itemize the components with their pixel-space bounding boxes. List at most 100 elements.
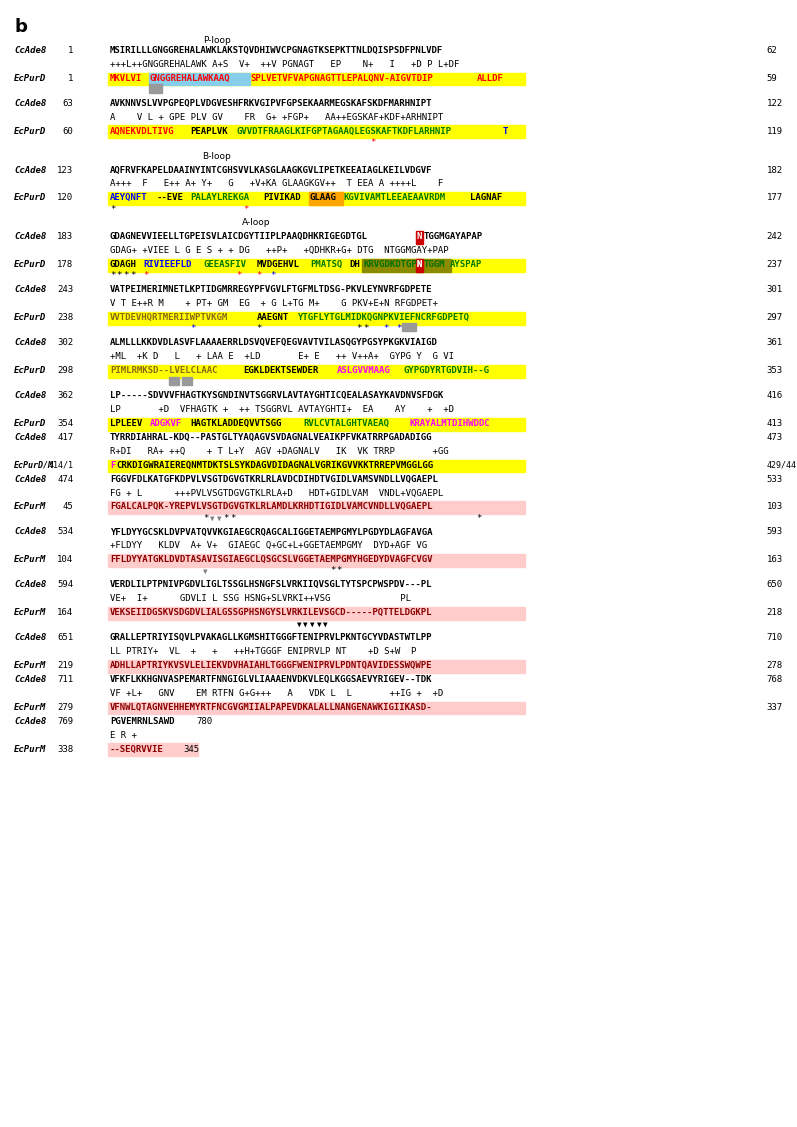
Text: AYSPAP: AYSPAP	[450, 260, 482, 269]
Text: PALAYLREKGA: PALAYLREKGA	[190, 194, 249, 203]
Text: 711: 711	[57, 675, 73, 684]
Text: 237: 237	[767, 260, 783, 269]
Text: 238: 238	[57, 313, 73, 322]
Text: EcPurD: EcPurD	[14, 313, 46, 322]
Text: V T E++R M    + PT+ GM  EG  + G L+TG M+    G PKV+E+N RFGDPET+: V T E++R M + PT+ GM EG + G L+TG M+ G PKV…	[110, 299, 438, 308]
Text: 780: 780	[197, 717, 213, 726]
Text: GRALLEPTRIYISQVLPVAKAGLLKGMSHITGGGFTENIPRVLPKNTGCYVDASTWTLPP: GRALLEPTRIYISQVLPVAKAGLLKGMSHITGGGFTENIP…	[110, 633, 433, 642]
Text: ADHLLAPTRIYKVSVLELIEKVDVHAIAHLTGGGFWENIPRVLPDNTQAVIDESSWQWPE: ADHLLAPTRIYKVSVLELIEKVDVHAIAHLTGGGFWENIP…	[110, 662, 433, 671]
Text: GVVDTFRAAGLKIFGPTAGAAQLEGSKAFTKDFLARHNIP: GVVDTFRAAGLKIFGPTAGAAQLEGSKAFTKDFLARHNIP	[237, 126, 452, 135]
Text: 60: 60	[63, 126, 73, 135]
Text: EcPurD: EcPurD	[14, 194, 46, 203]
Text: *: *	[230, 514, 235, 523]
Text: *: *	[143, 272, 149, 281]
Text: PIMLRMKSD--LVELCLAAC: PIMLRMKSD--LVELCLAAC	[110, 366, 218, 375]
Text: *: *	[370, 137, 375, 147]
Text: 338: 338	[57, 745, 73, 754]
Text: GDAG+ +VIEE L G E S + + DG   ++P+   +QDHKR+G+ DTG  NTGGMGAY+PAP: GDAG+ +VIEE L G E S + + DG ++P+ +QDHKR+G…	[110, 247, 449, 256]
Text: *: *	[356, 325, 362, 334]
Text: CcAde8: CcAde8	[14, 474, 46, 483]
Text: 473: 473	[767, 433, 783, 442]
Text: 417: 417	[57, 433, 73, 442]
Text: *: *	[257, 325, 262, 334]
Text: 218: 218	[767, 609, 783, 618]
Text: CcAde8: CcAde8	[14, 633, 46, 642]
Text: T: T	[503, 126, 508, 135]
Text: *: *	[330, 567, 336, 576]
Text: *: *	[130, 272, 135, 281]
Text: 59: 59	[767, 73, 777, 82]
Text: LP       +D  VFHAGTK +  ++ TSGGRVL AVTAYGHTI+  EA    AY    +  +D: LP +D VFHAGTK + ++ TSGGRVL AVTAYGHTI+ EA…	[110, 405, 454, 414]
Text: SPLVETVFVAPGNAGTTLEPALQNV-AIGVTDIP: SPLVETVFVAPGNAGTTLEPALQNV-AIGVTDIP	[250, 73, 433, 82]
Text: AQFRVFKAPELDAAINYINTCGHSVVLKASGLAAGKGVLIPETKEEAIAGLKEILVDGVF: AQFRVFKAPELDAAINYINTCGHSVVLKASGLAAGKGVLI…	[110, 166, 433, 175]
Text: EGKLDEKTSEWDER: EGKLDEKTSEWDER	[243, 366, 319, 375]
Text: EcPurD: EcPurD	[14, 126, 46, 135]
Text: EcPurM: EcPurM	[14, 745, 46, 754]
Text: N: N	[417, 260, 422, 269]
Text: CcAde8: CcAde8	[14, 285, 46, 294]
Text: AEYQNFT: AEYQNFT	[110, 194, 147, 203]
Text: EcPurM: EcPurM	[14, 703, 46, 712]
Text: TGGMGAYAPAP: TGGMGAYAPAP	[423, 232, 482, 241]
Text: ADGKVF: ADGKVF	[150, 419, 183, 428]
Text: EcPurD: EcPurD	[14, 366, 46, 375]
Text: VFNWLQTAGNVEHHEMYRTFNCGVGMIIALPAPEVDKALALLNANGENAWKIGIIKASD-: VFNWLQTAGNVEHHEMYRTFNCGVGMIIALPAPEVDKALA…	[110, 703, 433, 712]
Text: 416: 416	[767, 391, 783, 400]
Text: P-loop: P-loop	[202, 36, 230, 45]
Text: CcAde8: CcAde8	[14, 717, 46, 726]
Text: *: *	[203, 514, 209, 523]
Text: 769: 769	[57, 717, 73, 726]
Text: N: N	[417, 260, 422, 269]
Text: EcPurM: EcPurM	[14, 609, 46, 618]
Text: +FLDYY   KLDV  A+ V+  GIAEGC Q+GC+L+GGETAEMPGMY  DYD+AGF VG: +FLDYY KLDV A+ V+ GIAEGC Q+GC+L+GGETAEMP…	[110, 541, 427, 550]
Text: KRAYALMTDIHWDDC: KRAYALMTDIHWDDC	[410, 419, 490, 428]
Text: *: *	[383, 325, 389, 334]
Text: FG + L      +++PVLVSGTDGVGTKLRLA+D   HDT+GIDLVAM  VNDL+VQGAEPL: FG + L +++PVLVSGTDGVGTKLRLA+D HDT+GIDLVA…	[110, 488, 443, 497]
Text: AVKNNVSLVVPGPEQPLVDGVESHFRKVGIPVFGPSEKAARMEGSKAFSKDFMARHNIPT: AVKNNVSLVVPGPEQPLVDGVESHFRKVGIPVFGPSEKAA…	[110, 99, 433, 108]
Text: 177: 177	[767, 194, 783, 203]
Text: 242: 242	[767, 232, 783, 241]
Text: GLAAG: GLAAG	[310, 194, 337, 203]
Text: MVDGEHVL: MVDGEHVL	[257, 260, 300, 269]
Text: +ML  +K D   L   + LAA E  +LD       E+ E   ++ V++A+  GYPG Y  G VI: +ML +K D L + LAA E +LD E+ E ++ V++A+ GYP…	[110, 352, 454, 361]
Text: VVTDEVHQRTMERIIWPTVKGM: VVTDEVHQRTMERIIWPTVKGM	[110, 313, 228, 322]
Text: FGGVFDLKATGFKDPVLVSGTDGVGTKRLRLAVDCDIHDTVGIDLVAMSVNDLLVQGAEPL: FGGVFDLKATGFKDPVLVSGTDGVGTKRLRLAVDCDIHDT…	[110, 474, 438, 483]
Text: 120: 120	[57, 194, 73, 203]
Text: GEEASFIV: GEEASFIV	[203, 260, 246, 269]
Text: *: *	[477, 514, 482, 523]
Text: VERDLILPTPNIVPGDVLIGLTSSGLHSNGFSLVRKIIQVSGLTYTSPCPWSPDV---PL: VERDLILPTPNIVPGDVLIGLTSSGLHSNGFSLVRKIIQV…	[110, 580, 433, 589]
Text: ALLDF: ALLDF	[477, 73, 504, 82]
Text: HAGTKLADDEQVVTSGG: HAGTKLADDEQVVTSGG	[190, 419, 281, 428]
Text: 361: 361	[767, 338, 783, 347]
Text: A+++  F   E++ A+ Y+   G   +V+KA GLAAGKGV++  T EEA A ++++L    F: A+++ F E++ A+ Y+ G +V+KA GLAAGKGV++ T EE…	[110, 179, 443, 188]
Text: 278: 278	[767, 662, 783, 671]
Text: PMATSQ: PMATSQ	[310, 260, 342, 269]
Text: EcPurD: EcPurD	[14, 260, 46, 269]
Text: --SEQRVVIE: --SEQRVVIE	[110, 745, 163, 754]
Text: ASLGVVMAAG: ASLGVVMAAG	[336, 366, 391, 375]
Text: 353: 353	[767, 366, 783, 375]
Text: 298: 298	[57, 366, 73, 375]
Text: 354: 354	[57, 419, 73, 428]
Text: 1: 1	[68, 46, 73, 55]
Text: 301: 301	[767, 285, 783, 294]
Text: 362: 362	[57, 391, 73, 400]
Text: VFKFLKKHGNVASPEMARTFNNGIGLVLIAAAENVDKVLEQLKGGSAEVYRIGEV--TDK: VFKFLKKHGNVASPEMARTFNNGIGLVLIAAAENVDKVLE…	[110, 675, 433, 684]
Text: 345: 345	[183, 745, 199, 754]
Text: *: *	[237, 272, 242, 281]
Text: 768: 768	[767, 675, 783, 684]
Text: CcAde8: CcAde8	[14, 99, 46, 108]
Text: 164: 164	[57, 609, 73, 618]
Text: CcAde8: CcAde8	[14, 580, 46, 589]
Text: 414/1: 414/1	[49, 461, 73, 470]
Text: VATPEIMERIMNETLKPTIDGMRREGYPFVGVLFTGFMLTDSG-PKVLEYNVRFGDPETE: VATPEIMERIMNETLKPTIDGMRREGYPFVGVLFTGFMLT…	[110, 285, 433, 294]
Text: *: *	[223, 514, 229, 523]
Text: R+DI   RA+ ++Q    + T L+Y  AGV +DAGNALV   IK  VK TRRP       +GG: R+DI RA+ ++Q + T L+Y AGV +DAGNALV IK VK …	[110, 446, 449, 455]
Text: TGGM: TGGM	[423, 260, 445, 269]
Text: CcAde8: CcAde8	[14, 46, 46, 55]
Text: CcAde8: CcAde8	[14, 433, 46, 442]
Text: ▼: ▼	[303, 620, 308, 629]
Text: PEAPLVK: PEAPLVK	[190, 126, 228, 135]
Text: 429/44: 429/44	[767, 461, 797, 470]
Text: 474: 474	[57, 474, 73, 483]
